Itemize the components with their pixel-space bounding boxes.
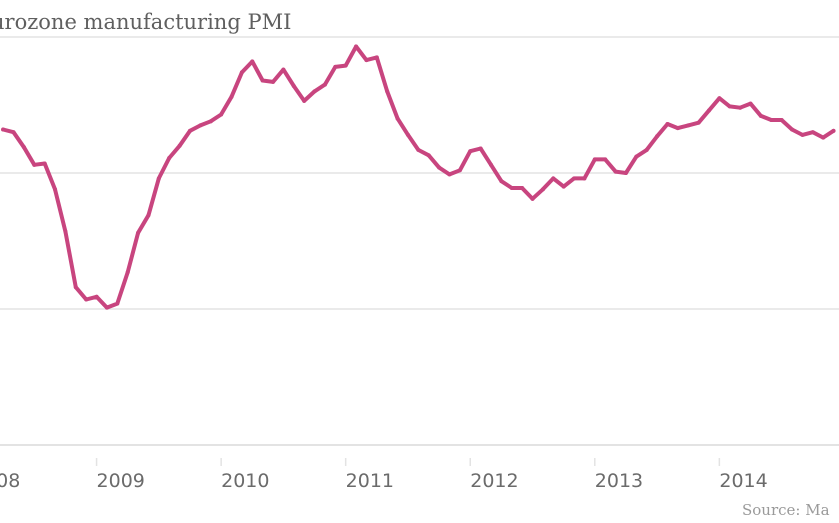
data-point (1, 127, 6, 132)
data-point (468, 149, 473, 154)
data-point (779, 117, 784, 122)
x-tick-label-2011: 2011 (346, 470, 394, 492)
data-point (312, 89, 317, 94)
data-point (219, 112, 224, 117)
data-point (489, 162, 493, 167)
data-point (758, 113, 763, 118)
data-point (395, 116, 400, 121)
data-point (551, 176, 556, 181)
data-point (374, 55, 379, 60)
data-point (333, 64, 338, 69)
data-point (509, 185, 514, 190)
data-point (530, 196, 535, 201)
data-point (167, 156, 172, 161)
data-point (63, 229, 68, 234)
data-point (520, 185, 525, 190)
data-point (53, 187, 58, 192)
data-point (104, 305, 109, 310)
data-point (73, 285, 78, 290)
data-point (364, 58, 369, 63)
data-point (831, 128, 836, 133)
x-axis: 2008 2009 2010 2011 2012 2013 2014 (0, 458, 768, 492)
data-point (644, 147, 649, 152)
data-point (769, 117, 774, 122)
data-point (821, 135, 826, 140)
x-tick-label-2012: 2012 (470, 470, 518, 492)
data-point (800, 132, 805, 137)
x-tick-label-2013: 2013 (595, 470, 643, 492)
data-point (385, 89, 390, 94)
data-point (790, 127, 795, 132)
data-point (457, 168, 462, 173)
data-point (32, 162, 37, 167)
chart-title: urozone manufacturing PMI (0, 10, 291, 34)
data-point (540, 187, 545, 192)
grid-lines (0, 36, 839, 446)
data-point (260, 78, 265, 83)
data-point (343, 63, 348, 68)
data-point (198, 123, 203, 128)
data-point (582, 176, 587, 181)
data-point (177, 143, 182, 148)
data-points (1, 44, 836, 310)
data-point (426, 153, 431, 158)
data-point (706, 108, 711, 113)
data-point (655, 134, 660, 139)
source-note: Source: Ma (742, 501, 830, 519)
data-point (21, 145, 26, 150)
data-point (675, 126, 680, 131)
x-tick-label-2008: 2008 (0, 470, 20, 492)
data-point (613, 169, 618, 174)
x-tick-label-2009: 2009 (97, 470, 145, 492)
data-point (561, 184, 566, 189)
data-point (478, 146, 483, 151)
data-point (302, 98, 307, 103)
data-point (115, 301, 120, 306)
data-point (696, 120, 701, 125)
x-tick-label-2014: 2014 (719, 470, 767, 492)
data-point (416, 147, 421, 152)
data-point (437, 165, 442, 170)
data-point (572, 176, 577, 181)
data-point (94, 294, 99, 299)
data-point (281, 67, 286, 72)
data-point (748, 101, 753, 106)
data-point (11, 130, 16, 135)
data-point (603, 157, 608, 162)
data-point (250, 59, 255, 64)
data-point (125, 270, 130, 275)
data-point (84, 297, 89, 302)
data-point (187, 128, 192, 133)
data-point (354, 44, 359, 49)
data-point (738, 105, 743, 110)
data-point (208, 119, 213, 124)
data-point (239, 70, 244, 75)
data-point (229, 94, 234, 99)
data-point (623, 171, 628, 175)
data-point (592, 157, 597, 162)
data-point (727, 104, 732, 109)
data-point (717, 96, 722, 101)
data-point (499, 179, 504, 184)
data-point (634, 154, 639, 159)
data-point (156, 176, 161, 181)
data-point (447, 172, 452, 177)
data-point (665, 122, 670, 127)
data-point (810, 130, 815, 135)
x-tick-label-2010: 2010 (221, 470, 269, 492)
data-point (291, 83, 296, 88)
data-point (322, 82, 327, 87)
data-point (146, 213, 151, 218)
data-point (405, 132, 410, 137)
series-line-eurozone-pmi (1, 44, 836, 310)
data-point (686, 123, 691, 128)
data-point (136, 230, 141, 235)
data-point (271, 79, 276, 84)
data-point (42, 161, 47, 166)
